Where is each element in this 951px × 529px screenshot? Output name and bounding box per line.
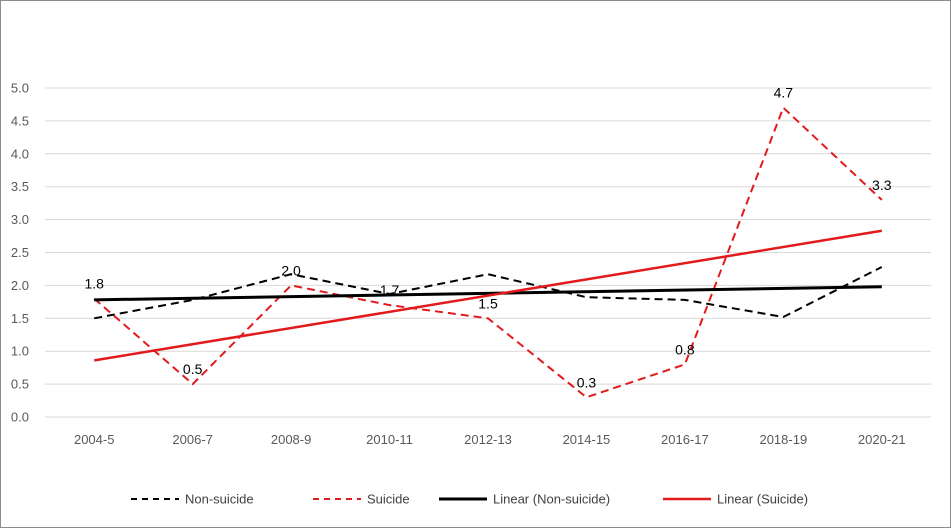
- y-tick-label: 2.0: [11, 278, 29, 293]
- y-tick-label: 4.5: [11, 113, 29, 128]
- y-tick-label: 2.5: [11, 245, 29, 260]
- data-label: 0.5: [183, 361, 203, 377]
- series-line-suicide: [93, 105, 883, 399]
- y-tick-label: 1.0: [11, 344, 29, 359]
- data-label: 3.3: [872, 177, 892, 193]
- x-tick-label: 2014-15: [563, 432, 611, 447]
- data-label: 1.5: [478, 295, 498, 311]
- legend-label: Non-suicide: [185, 492, 254, 507]
- data-label: 0.8: [675, 341, 695, 357]
- y-tick-label: 0.5: [11, 377, 29, 392]
- x-tick-label: 2012-13: [464, 432, 512, 447]
- y-tick-label: 3.0: [11, 212, 29, 227]
- x-tick-label: 2008-9: [271, 432, 311, 447]
- data-label: 1.8: [84, 276, 104, 292]
- y-tick-label: 5.0: [11, 81, 29, 96]
- legend-label: Linear (Non-suicide): [493, 492, 610, 507]
- x-tick-label: 2010-11: [366, 432, 413, 447]
- trendline-linear-suicide-: [94, 229, 882, 362]
- y-tick-label: 4.0: [11, 146, 29, 161]
- x-tick-label: 2020-21: [858, 432, 906, 447]
- data-label: 4.7: [774, 85, 794, 101]
- trendline-linear-non-suicide-: [94, 285, 882, 302]
- x-tick-label: 2016-17: [661, 432, 709, 447]
- y-tick-label: 0.0: [11, 410, 29, 425]
- data-label: 2.0: [281, 262, 301, 278]
- legend-label: Suicide: [367, 492, 410, 507]
- legend-label: Linear (Suicide): [717, 492, 808, 507]
- data-label: 0.3: [577, 374, 597, 390]
- x-tick-label: 2018-19: [759, 432, 807, 447]
- data-label: 1.7: [380, 282, 400, 298]
- y-tick-label: 1.5: [11, 311, 29, 326]
- y-tick-label: 3.5: [11, 179, 29, 194]
- x-tick-label: 2004-5: [74, 432, 114, 447]
- x-tick-label: 2006-7: [172, 432, 212, 447]
- series-line-non-suicide: [94, 266, 883, 320]
